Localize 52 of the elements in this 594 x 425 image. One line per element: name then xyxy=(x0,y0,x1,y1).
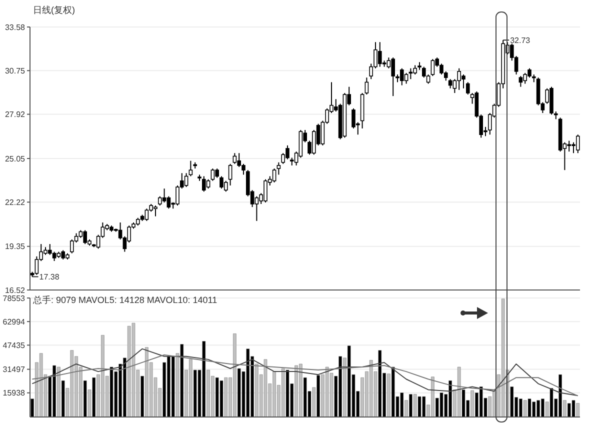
candlestick xyxy=(404,72,408,84)
candlestick xyxy=(576,134,580,154)
bar xyxy=(528,398,532,417)
candlestick xyxy=(232,152,237,164)
candlestick xyxy=(188,160,193,177)
candlestick xyxy=(518,76,523,88)
candlestick xyxy=(70,238,74,254)
candlestick xyxy=(312,129,316,156)
candlestick xyxy=(202,176,206,192)
candlestick xyxy=(228,163,232,186)
chart-title: 日线(复权) xyxy=(33,4,75,17)
y-tick-label: 27.92 xyxy=(4,110,26,120)
candlestick xyxy=(215,168,219,178)
candlestick xyxy=(210,168,215,182)
y-tick-label: 78553 xyxy=(2,294,26,303)
bar xyxy=(418,396,422,417)
candlestick xyxy=(430,58,435,77)
candlestick xyxy=(224,180,228,192)
candlestick xyxy=(158,196,162,206)
y-tick-label: 22.22 xyxy=(4,198,26,207)
y-tick-label: 30.75 xyxy=(4,66,26,76)
candlestick xyxy=(422,66,426,78)
bar xyxy=(550,388,554,417)
bar xyxy=(440,392,444,417)
y-tick-label: 15938 xyxy=(2,388,26,398)
y-tick-label: 25.05 xyxy=(4,154,26,164)
candlestick xyxy=(184,172,188,188)
candlestick xyxy=(144,208,149,222)
y-tick-label: 62994 xyxy=(2,317,26,326)
candlestick xyxy=(166,196,171,210)
candlestick xyxy=(276,162,281,176)
candlestick xyxy=(413,64,417,75)
candlestick xyxy=(400,68,404,86)
y-tick-label: 33.58 xyxy=(4,22,26,32)
candlestick xyxy=(448,78,452,89)
candlestick xyxy=(52,251,56,262)
y-tick-label: 31497 xyxy=(2,365,26,374)
bar xyxy=(572,400,576,417)
y-tick-label: 19.35 xyxy=(4,242,26,252)
chart-title: 总手: 9079 MAVOL5: 14128 MAVOL10: 14011 xyxy=(33,294,218,307)
candlestick xyxy=(206,178,210,190)
bar xyxy=(220,380,224,417)
candlestick xyxy=(466,82,470,96)
y-tick-label: 47435 xyxy=(2,340,26,350)
candlestick xyxy=(391,57,395,97)
y-tick-label: 16.52 xyxy=(4,286,26,295)
annotation: 17.38 xyxy=(39,272,60,282)
candlestick xyxy=(364,77,369,96)
candlestick xyxy=(378,42,382,68)
candlestick xyxy=(272,168,276,183)
candlestick xyxy=(48,244,52,256)
annotation: 32.73 xyxy=(510,36,531,46)
